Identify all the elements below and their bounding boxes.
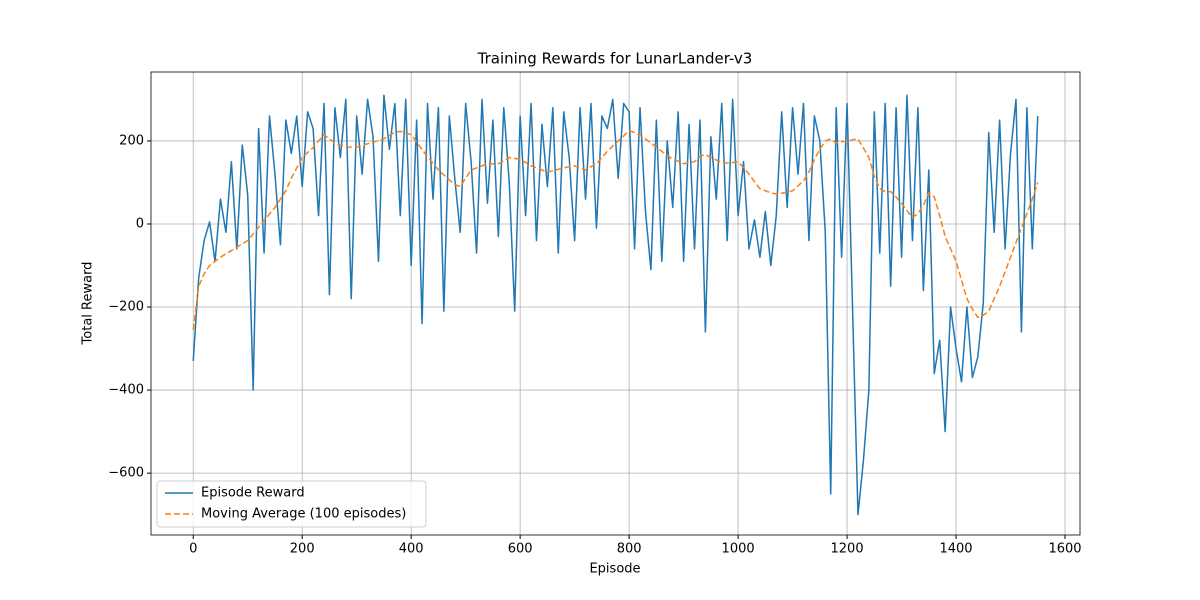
- data-line: [192, 94, 1039, 516]
- x-tick-label: 400: [399, 542, 424, 557]
- x-tick-label: 200: [290, 542, 315, 557]
- legend-label: Episode Reward: [201, 486, 305, 501]
- legend-label: Moving Average (100 episodes): [201, 507, 406, 522]
- plot-frame: [150, 71, 1081, 536]
- x-tick-label: 1400: [939, 542, 972, 557]
- x-axis-label: Episode: [589, 562, 640, 577]
- x-tick-label: 1200: [831, 542, 864, 557]
- chart-title: Training Rewards for LunarLander-v3: [477, 50, 753, 68]
- y-tick-label: −200: [108, 300, 144, 315]
- data-line: [192, 129, 1039, 330]
- y-tick-label: 200: [119, 133, 144, 148]
- x-tick-label: 1600: [1048, 542, 1081, 557]
- legend: Episode Reward Moving Average (100 episod…: [156, 480, 427, 528]
- y-tick-label: 0: [136, 216, 144, 231]
- y-tick-label: −600: [108, 466, 144, 481]
- x-tick-label: 600: [508, 542, 533, 557]
- y-tick-label: −400: [108, 383, 144, 398]
- y-axis-label: Total Reward: [81, 262, 96, 346]
- x-tick-label: 1000: [722, 542, 755, 557]
- legend-box: [156, 480, 427, 528]
- x-tick-label: 0: [189, 542, 197, 557]
- x-tick-label: 800: [617, 542, 642, 557]
